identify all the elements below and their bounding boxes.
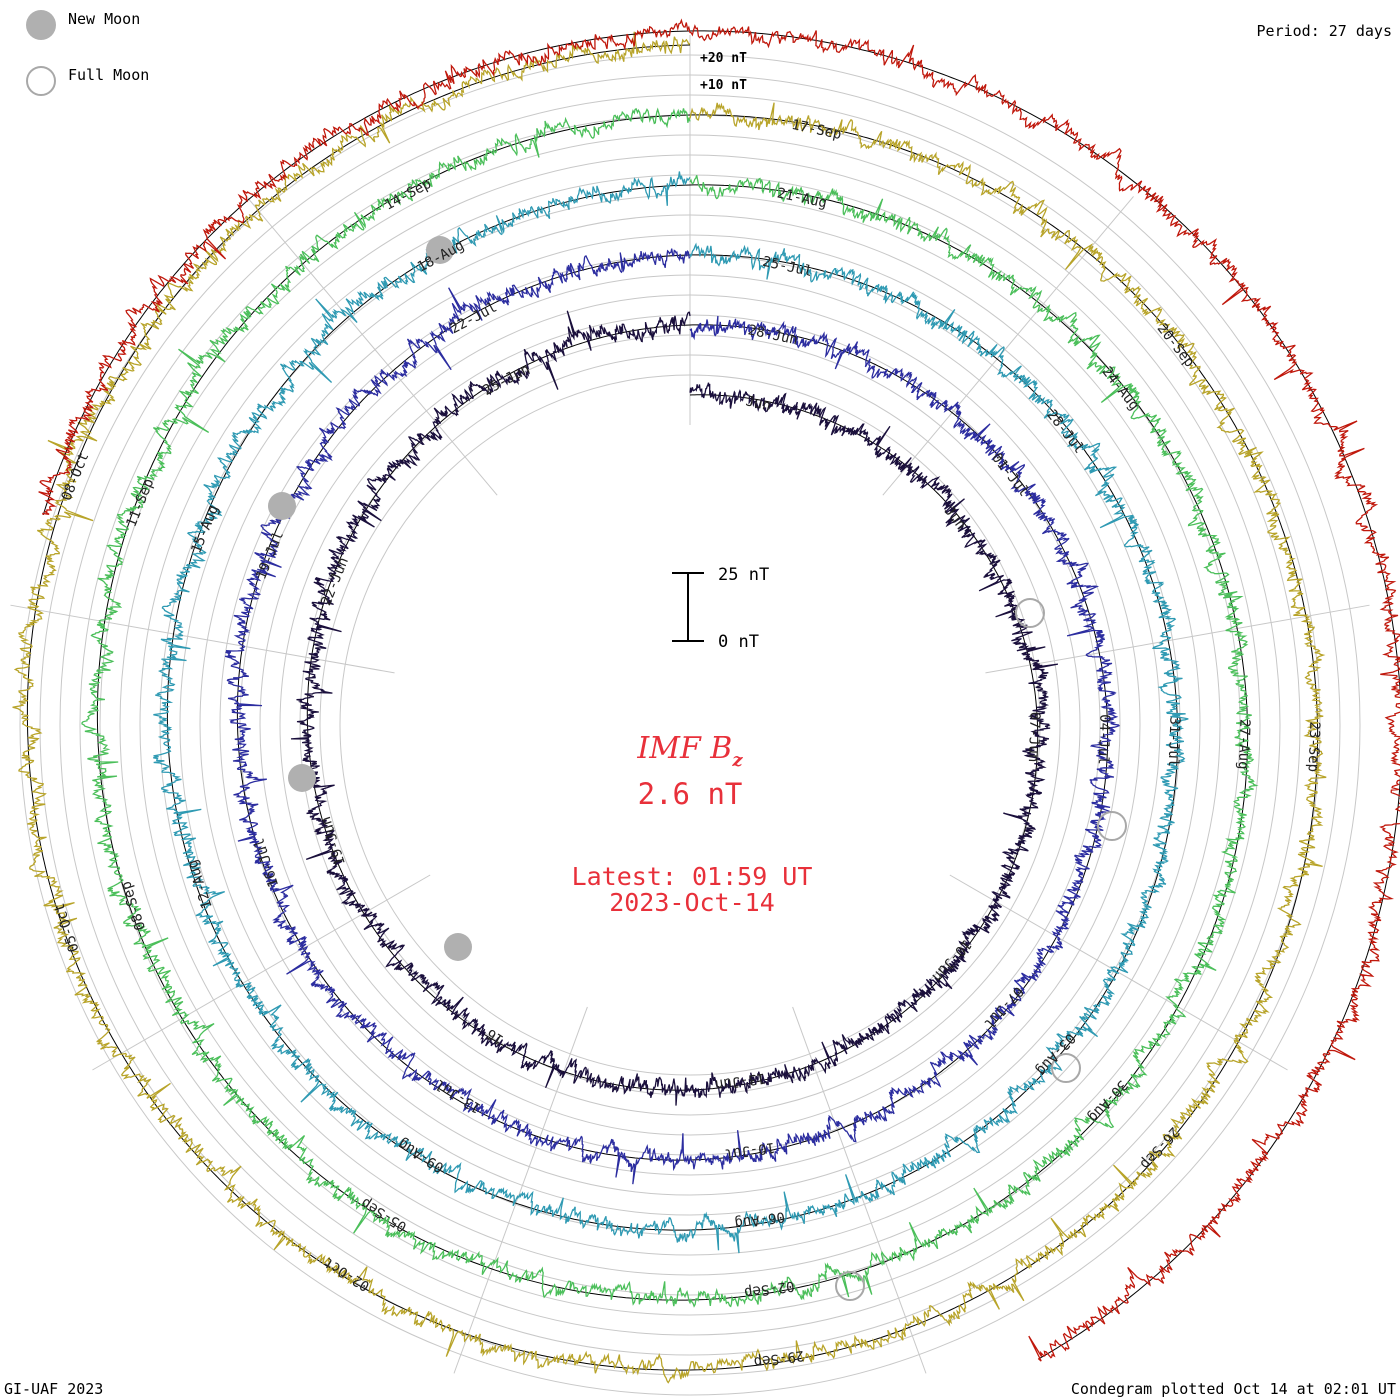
legend-new-moon-label: New Moon xyxy=(68,10,141,28)
series-trace-rotation-6 xyxy=(38,18,1400,1362)
date-label: 06-Aug xyxy=(733,1208,785,1231)
new-moon-marker xyxy=(426,236,454,264)
date-label: 13-Jun xyxy=(714,1070,766,1093)
moon-markers xyxy=(268,236,1127,1301)
date-label: 02-Sep xyxy=(743,1277,795,1300)
series-trace-rotation-4 xyxy=(81,107,1259,1308)
grid-spoke xyxy=(92,874,431,1071)
date-label: 16 xyxy=(484,1025,507,1048)
date-label: 26-Sep xyxy=(1136,1124,1182,1172)
date-label: 11-Sep xyxy=(124,476,158,529)
series-trace-rotation-5 xyxy=(12,31,1327,1384)
grid-spoke xyxy=(453,1006,588,1374)
date-label: 25-Jul xyxy=(761,254,814,280)
series-trace-rotation-2 xyxy=(224,248,1121,1185)
date-label: 03-Aug xyxy=(1032,1030,1078,1078)
full-moon-marker xyxy=(1015,598,1045,628)
date-label: 13-Jul xyxy=(433,1076,484,1116)
grid-spoke xyxy=(10,604,395,674)
date-label: 28-Jun xyxy=(746,322,799,348)
date-label: 23-Sep xyxy=(1305,721,1323,772)
date-label: 12-Aug xyxy=(185,858,216,911)
grid-spoke xyxy=(792,1006,927,1374)
date-label: 10-Jun xyxy=(929,936,975,984)
legend-full-moon-label: Full Moon xyxy=(68,66,150,84)
grid-circle xyxy=(319,354,1061,1096)
date-label: 01-Jul xyxy=(988,450,1032,500)
date-label: 31-Jul xyxy=(1165,716,1183,767)
full-moon-marker xyxy=(835,1271,865,1301)
date-label: 17-Sep xyxy=(790,117,843,143)
series-trace-rotation-3 xyxy=(153,171,1189,1254)
new-moon-marker xyxy=(268,492,296,520)
date-label: 15-Aug xyxy=(188,503,222,556)
current-value: 2.6 nT xyxy=(638,777,743,811)
date-label: 08-Sep xyxy=(118,879,149,932)
latest-time: Latest: 01:59 UT xyxy=(572,862,813,891)
radial-grid xyxy=(10,35,1370,1396)
scale-bar-top-label: 25 nT xyxy=(718,565,769,585)
period-label: Period: 27 days xyxy=(1256,22,1392,40)
date-label: 10-Jul xyxy=(724,1139,776,1162)
series-trace-rotation-1 xyxy=(290,310,1059,1106)
date-label: Jun xyxy=(744,393,772,414)
date-label: 22-Jul xyxy=(448,299,500,337)
date-label: 05-Sep xyxy=(358,1194,409,1234)
latest-date: 2023-Oct-14 xyxy=(609,888,775,917)
series-traces xyxy=(12,18,1400,1384)
date-label: 04-Jul xyxy=(1095,714,1113,765)
grid-spoke xyxy=(949,874,1288,1071)
date-label: 27-Aug xyxy=(1235,719,1253,770)
chart-title-subscript: z xyxy=(731,750,743,771)
date-label: 21-Aug xyxy=(776,185,829,211)
credit-label: GI-UAF 2023 xyxy=(4,1380,104,1398)
date-label: 07-Jun xyxy=(1025,711,1043,762)
date-label: 22-Jun xyxy=(318,555,352,608)
date-label: 09-Aug xyxy=(395,1135,446,1175)
date-label: 29-Sep xyxy=(753,1347,805,1370)
full-moon-marker xyxy=(1097,811,1127,841)
date-label: 19-Jun xyxy=(318,814,349,867)
plotted-timestamp: Condegram plotted Oct 14 at 02:01 UT xyxy=(1070,1380,1396,1398)
scale-bar-bottom-label: 0 nT xyxy=(718,632,759,652)
legend-full-moon: Full Moon xyxy=(26,66,149,96)
new-moon-icon xyxy=(26,10,56,40)
chart-title: IMF Bz xyxy=(636,731,743,771)
full-moon-icon xyxy=(26,66,56,96)
baseline-rotation-5 xyxy=(26,44,1319,1371)
full-moon-marker xyxy=(1051,1053,1081,1083)
new-moon-marker xyxy=(288,764,316,792)
scale-ring-label-10: +10 nT xyxy=(700,78,747,93)
baseline-rotation-4 xyxy=(96,114,1249,1301)
date-label: 14-Sep xyxy=(382,176,434,214)
scale-ring-label-20: +20 nT xyxy=(700,51,747,66)
grid-spoke xyxy=(882,196,1134,496)
new-moon-marker xyxy=(444,933,472,961)
legend-new-moon: New Moon xyxy=(26,10,140,40)
grid-spoke xyxy=(246,196,498,496)
scale-bar: 25 nT 0 nT xyxy=(672,565,769,652)
chart-title-main: IMF B xyxy=(636,731,732,766)
